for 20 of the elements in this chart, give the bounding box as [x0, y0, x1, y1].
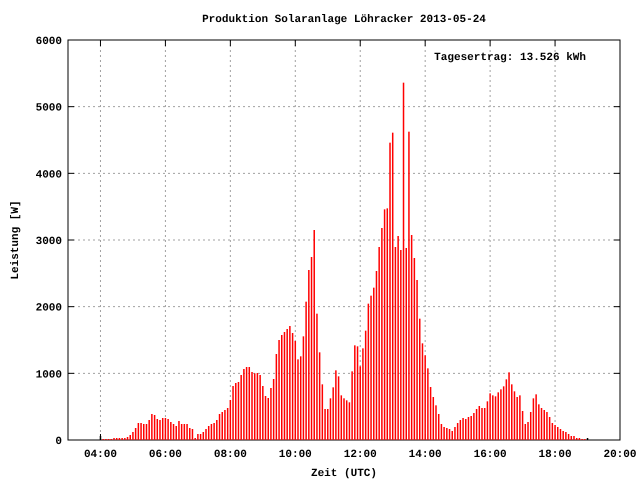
- chart-title: Produktion Solaranlage Löhracker 2013-05-24: [202, 14, 486, 26]
- y-tick-label: 6000: [36, 36, 62, 48]
- x-tick-label: 20:00: [603, 449, 637, 461]
- y-tick-label: 0: [55, 436, 62, 448]
- x-tick-label: 10:00: [278, 449, 312, 461]
- x-tick-label: 18:00: [538, 449, 572, 461]
- y-tick-label: 5000: [36, 102, 62, 115]
- x-tick-label: 14:00: [408, 449, 442, 461]
- y-tick-label: 3000: [36, 236, 62, 248]
- x-axis-title: Zeit (UTC): [310, 468, 378, 480]
- x-tick-label: 08:00: [214, 449, 247, 461]
- annotation: Tagesertrag: 13.526 kWh: [434, 52, 586, 64]
- y-tick-label: 4000: [36, 169, 62, 182]
- y-axis-title: Leistung [W]: [10, 200, 22, 280]
- x-tick-label: 16:00: [474, 449, 507, 461]
- y-tick-label: 1000: [36, 369, 62, 382]
- x-tick-label: 12:00: [344, 449, 377, 461]
- x-tick-label: 06:00: [148, 449, 182, 461]
- y-tick-label: 2000: [36, 302, 62, 315]
- x-tick-label: 04:00: [84, 449, 117, 461]
